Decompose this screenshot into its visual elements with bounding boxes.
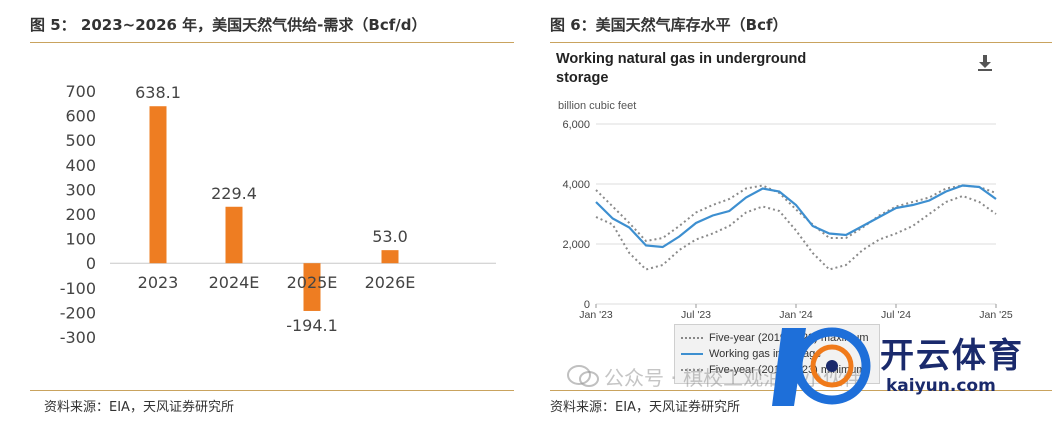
legend-swatch-min (681, 369, 703, 371)
y-tick-label: 700 (65, 82, 96, 101)
storage-unit-label: billion cubic feet (558, 100, 637, 112)
x-category-label: 2023 (138, 273, 179, 292)
series-line-working-gas (595, 184, 997, 249)
x-tick-label: Jan '24 (779, 309, 813, 321)
left-title-rule (30, 42, 514, 43)
y-tick-label: 400 (65, 156, 96, 175)
x-category-label: 2026E (365, 273, 416, 292)
right-figure-title: 图 6：美国天然气库存水平（Bcf） (550, 16, 788, 34)
bar (225, 206, 243, 264)
x-tick-label: Jan '25 (979, 309, 1013, 321)
y-tick-label: 600 (65, 107, 96, 126)
y-tick-label: 100 (65, 230, 96, 249)
y-tick-label: -300 (60, 328, 96, 347)
y-tick-label: 6,000 (562, 119, 590, 131)
right-source-rule (550, 390, 1052, 391)
storage-chart-title-line1: Working natural gas in underground (556, 51, 807, 67)
bar (381, 250, 399, 264)
x-tick-label: Jul '23 (681, 309, 711, 321)
y-tick-label: 4,000 (562, 179, 590, 191)
bar-data-label: 638.1 (135, 83, 181, 102)
left-figure-panel: 图 5： 2023~2026 年，美国天然气供给-需求（Bcf/d） 700 60… (0, 0, 518, 423)
y-tick-label: 0 (86, 254, 96, 273)
series-line-five-year-min (595, 194, 997, 271)
series-line-five-year-max (595, 184, 997, 243)
bar-data-label: 229.4 (211, 184, 257, 203)
left-source-rule (30, 390, 514, 391)
storage-line-chart: 0 2,000 4,000 6,000 Jan '23 Jul '23 Jan '24 Jul… (562, 119, 1013, 321)
brand-domain: kaiyun.com (886, 376, 996, 396)
wechat-icon (567, 365, 599, 387)
x-category-label: 2024E (209, 273, 260, 292)
bar-data-label: 53.0 (372, 227, 408, 246)
y-tick-label: 2,000 (562, 239, 590, 251)
brand-logo-icon (772, 327, 871, 406)
bar-data-label: -194.1 (286, 316, 338, 335)
y-tick-label: 0 (584, 299, 590, 311)
x-tick-label: Jan '23 (579, 309, 613, 321)
right-title-rule (550, 42, 1052, 43)
bar (149, 106, 167, 264)
y-tick-label: -100 (60, 279, 96, 298)
storage-chart-title-line2: storage (556, 70, 609, 86)
y-tick-label: 500 (65, 131, 96, 150)
left-figure-title: 图 5： 2023~2026 年，美国天然气供给-需求（Bcf/d） (30, 16, 427, 34)
x-category-label: 2025E (287, 273, 338, 292)
x-tick-label: Jul '24 (881, 309, 911, 321)
bar-chart: 700 600 500 400 300 200 100 0 -100 -200 -300 638.1 2… (60, 82, 496, 347)
bar (303, 263, 321, 311)
download-icon[interactable] (976, 54, 994, 72)
brand-name-cn: 开云体育 (880, 336, 1024, 376)
right-source-note: 资料来源：EIA，天风证券研究所 (550, 400, 740, 415)
y-tick-label: 200 (65, 205, 96, 224)
y-tick-label: -200 (60, 303, 96, 322)
left-source-note: 资料来源：EIA，天风证券研究所 (44, 400, 234, 415)
y-tick-label: 300 (65, 180, 96, 199)
storage-chart-title: Working natural gas in underground stora… (556, 50, 806, 88)
legend-swatch-working (681, 353, 703, 355)
legend-swatch-max (681, 337, 703, 339)
